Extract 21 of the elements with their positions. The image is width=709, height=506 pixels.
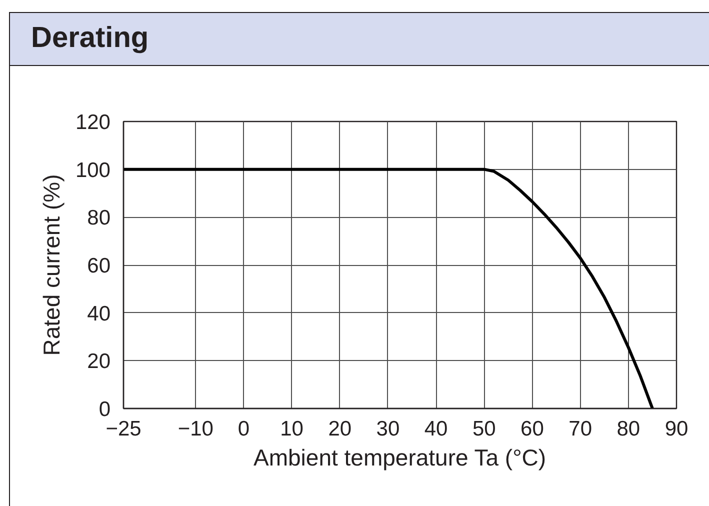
y-axis-title: Rated current (%) bbox=[38, 174, 64, 356]
x-tick-label: −10 bbox=[178, 418, 214, 440]
x-tick-label: 70 bbox=[568, 418, 592, 440]
y-tick-label: 80 bbox=[87, 206, 110, 230]
x-tick-label: 30 bbox=[376, 418, 400, 440]
y-tick-label: 40 bbox=[87, 302, 110, 326]
y-tick-label: 20 bbox=[87, 350, 110, 374]
x-tick-label: 40 bbox=[424, 418, 448, 440]
chart-title: Derating bbox=[30, 21, 149, 56]
x-tick-label: 60 bbox=[520, 418, 544, 440]
y-tick-label: 60 bbox=[87, 254, 110, 278]
x-axis-title: Ambient temperature Ta (°C) bbox=[254, 444, 546, 470]
x-tick-label: 0 bbox=[238, 418, 250, 440]
y-tick-label: 120 bbox=[75, 111, 111, 134]
line-series bbox=[124, 168, 654, 408]
x-tick-label: 20 bbox=[328, 418, 352, 440]
x-tick-label: 90 bbox=[664, 418, 688, 440]
x-tick-label: 50 bbox=[472, 418, 496, 440]
y-tick-label: 100 bbox=[75, 158, 111, 182]
x-tick-label: 80 bbox=[616, 418, 640, 440]
x-tick-label: 10 bbox=[280, 418, 304, 440]
